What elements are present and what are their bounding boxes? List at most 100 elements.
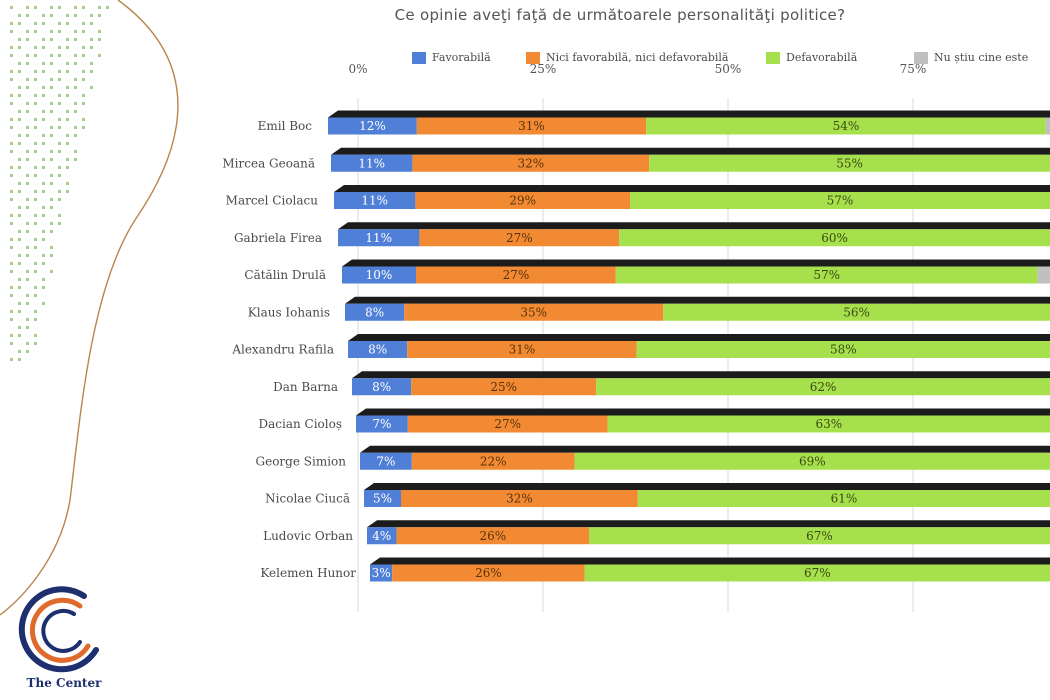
value-label: 29%: [509, 194, 536, 208]
bar-segment: [415, 192, 630, 209]
category-label: Klaus Iohanis: [248, 305, 330, 319]
legend-item: Nici favorabilă, nici defavorabilă: [526, 51, 728, 64]
value-label: 31%: [518, 119, 545, 133]
bar-segment: [334, 192, 416, 209]
decor-dot: [26, 6, 29, 9]
decor-dot: [58, 54, 61, 57]
decor-dot: [66, 142, 69, 145]
decor-dot: [10, 22, 13, 25]
value-label: 5%: [373, 492, 392, 506]
decor-dot: [10, 198, 13, 201]
decor-dot: [42, 70, 45, 73]
decor-dot: [50, 174, 53, 177]
decor-dot: [18, 62, 21, 65]
bar-depth: [331, 147, 1050, 155]
bar-segment: [404, 303, 664, 321]
decor-dot: [34, 78, 37, 81]
decor-dot: [34, 310, 37, 313]
decor-dot: [66, 190, 69, 193]
decor-dot: [34, 102, 37, 105]
decor-dot: [50, 62, 53, 65]
decor-dot: [42, 182, 45, 185]
decor-dot: [42, 62, 45, 65]
decor-dot: [26, 342, 29, 345]
bar-segment: [619, 229, 1050, 247]
decor-dot: [34, 214, 37, 217]
decor-dot: [58, 70, 61, 73]
bar-segment: [630, 192, 1050, 209]
decor-dot: [34, 286, 37, 289]
category-label: Cătălin Drulă: [244, 268, 326, 282]
bar-segment: [416, 266, 616, 284]
value-label: 10%: [366, 268, 393, 282]
decor-dot: [50, 14, 53, 17]
value-label: 55%: [836, 156, 863, 170]
decor-dot: [58, 6, 61, 9]
bar-segment: [356, 415, 408, 433]
value-label: 62%: [810, 380, 837, 394]
decor-dot: [66, 22, 69, 25]
decor-dot: [26, 158, 29, 161]
decor-dot: [26, 62, 29, 65]
decor-dot: [50, 198, 53, 201]
decor-dot: [34, 334, 37, 337]
category-label: Marcel Ciolacu: [226, 194, 319, 208]
bar-segment: [1037, 266, 1050, 284]
bar-segment: [364, 490, 401, 507]
bar-segment: [342, 266, 416, 284]
bar-segment: [407, 341, 637, 358]
decor-dot: [34, 270, 37, 273]
decor-dot: [34, 70, 37, 73]
category-label: Kelemen Hunor: [260, 566, 356, 580]
decor-dot: [34, 174, 37, 177]
decor-dot: [18, 238, 21, 241]
decor-dot: [98, 30, 101, 33]
decor-dot: [74, 102, 77, 105]
value-label: 35%: [520, 305, 547, 319]
decor-dot: [82, 22, 85, 25]
bar-segment: [328, 117, 417, 135]
bar-depth: [356, 408, 1050, 416]
decor-dot: [42, 14, 45, 17]
decor-dot: [26, 110, 29, 113]
bar-depth: [345, 296, 1050, 304]
decor-dot: [34, 190, 37, 193]
decor-dot: [66, 14, 69, 17]
bar-segment: [412, 154, 650, 172]
bar-segment: [584, 564, 1050, 582]
decor-dot: [10, 334, 13, 337]
decor-dot: [34, 166, 37, 169]
value-label: 8%: [365, 305, 384, 319]
decor-dot: [26, 302, 29, 305]
decor-dot: [26, 78, 29, 81]
decor-dot: [18, 326, 21, 329]
decor-dot: [90, 46, 93, 49]
bar-segment: [345, 303, 405, 321]
decor-dot: [10, 94, 13, 97]
decor-dot: [34, 150, 37, 153]
decor-dot: [42, 214, 45, 217]
value-label: 8%: [368, 343, 387, 357]
decor-dot: [42, 94, 45, 97]
decor-dot: [58, 126, 61, 129]
bar-depth: [338, 222, 1050, 230]
category-label: Gabriela Firea: [234, 231, 322, 245]
decor-dot: [74, 110, 77, 113]
decor-dot: [42, 110, 45, 113]
decor-dot: [34, 262, 37, 265]
bar-depth: [360, 445, 1050, 453]
decor-dot: [90, 14, 93, 17]
legend-swatch: [412, 51, 426, 64]
decor-dot: [74, 62, 77, 65]
legend-swatch: [526, 51, 540, 64]
decor-dot: [10, 70, 13, 73]
bar-depth: [367, 520, 1050, 528]
value-label: 25%: [490, 380, 517, 394]
decor-dot: [58, 78, 61, 81]
decor-dot: [98, 14, 101, 17]
decor-dot: [26, 326, 29, 329]
decor-dot: [34, 94, 37, 97]
x-tick-label: 0%: [348, 62, 368, 76]
decor-dot: [74, 30, 77, 33]
